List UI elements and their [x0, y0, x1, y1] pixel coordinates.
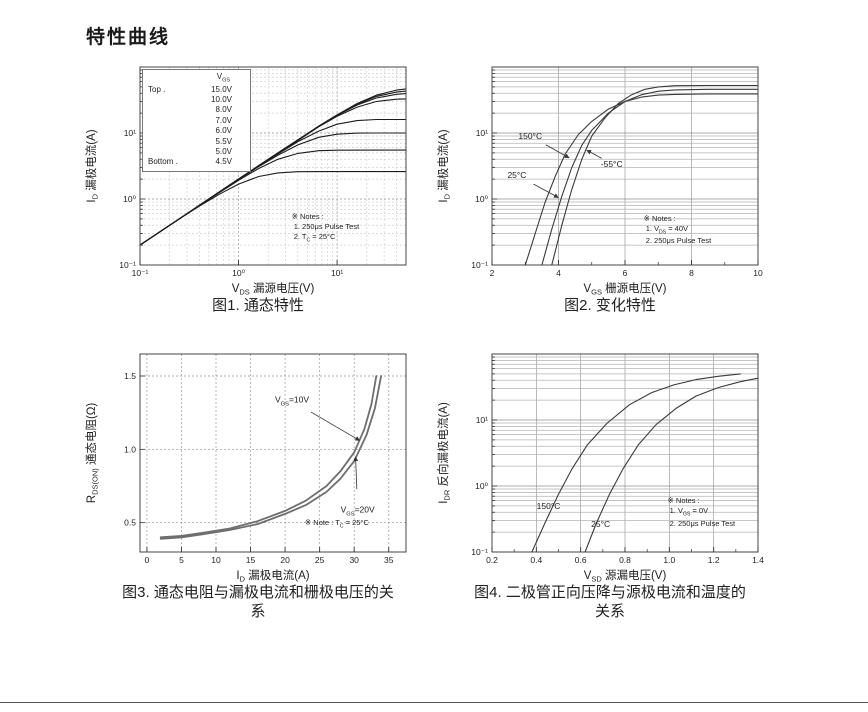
- annotation-label: 25°C: [591, 519, 611, 530]
- svg-text:10¹: 10¹: [124, 128, 136, 138]
- legend-row: 5.5V: [215, 136, 232, 146]
- svg-text:10¹: 10¹: [331, 268, 343, 278]
- figure-1: 10⁻¹ 10⁰ 10¹ 10⁻¹ 10⁰ 10¹ VDS 漏源电压(V) ID 漏极电流(A…: [82, 59, 434, 342]
- note-line: ※ Notes :: [291, 211, 324, 221]
- figure-3-caption: 图3. 通态电阻与漏极电流和栅极电压的关系: [122, 583, 394, 620]
- note-line: ※ Notes :: [667, 496, 700, 506]
- svg-text:8: 8: [689, 268, 694, 278]
- svg-text:10⁻¹: 10⁻¹: [471, 547, 488, 557]
- svg-text:VSD 源漏电压(V): VSD 源漏电压(V): [584, 568, 667, 582]
- svg-text:0.6: 0.6: [575, 555, 587, 565]
- note-line: 1. 250μs Pulse Test: [291, 221, 360, 231]
- svg-text:0.5: 0.5: [124, 517, 136, 527]
- note-line: ※ Note : TC = 25°C: [304, 518, 369, 530]
- svg-text:6: 6: [623, 268, 628, 278]
- svg-text:10⁻¹: 10⁻¹: [119, 260, 136, 270]
- svg-text:10⁰: 10⁰: [475, 194, 488, 204]
- figure-3: 0 5 10 15 20 25 30 35 0.5 1.0 1.5 ID 漏极电流(A) RDS(ON)…: [82, 346, 434, 648]
- figure-2-plot: 2 4 6 8 10 10⁻¹ 10⁰ 10¹ VGS 栅源电压(V) ID 漏极电流(A) 150…: [434, 59, 784, 295]
- figure-1-caption: 图1. 通态特性: [212, 297, 304, 314]
- note-line: 2. 250μs Pulse Test: [667, 518, 736, 528]
- svg-text:10⁻¹: 10⁻¹: [132, 268, 149, 278]
- notes: ※ Notes : 1. VGS = 0V 2. 250μs Pulse Tes…: [668, 496, 736, 529]
- annotation-label: 25°C: [507, 170, 527, 181]
- svg-text:35: 35: [384, 555, 394, 565]
- note-line: ※ Notes :: [643, 213, 676, 223]
- svg-text:10¹: 10¹: [476, 128, 488, 138]
- svg-text:30: 30: [349, 555, 359, 565]
- svg-text:VGS 栅源电压(V): VGS 栅源电压(V): [583, 281, 666, 295]
- figure-3-plot: 0 5 10 15 20 25 30 35 0.5 1.0 1.5 ID 漏极电流(A) RDS(ON)…: [82, 346, 432, 582]
- figure-4-plot: 0.2 0.4 0.6 0.8 1.0 1.2 1.4 10⁻¹ 10⁰ 10¹ VSD 源漏电压(…: [434, 346, 784, 582]
- svg-text:ID 漏极电流(A): ID 漏极电流(A): [436, 129, 452, 202]
- notes: ※ Note : TC = 25°C: [305, 518, 369, 530]
- note-line: 2. 250μs Pulse Test: [643, 236, 712, 246]
- note-line: 1. VDS = 40V: [643, 223, 689, 236]
- annotation-label: VGS=10V: [274, 394, 310, 408]
- figure-2-canvas: 2 4 6 8 10 10⁻¹ 10⁰ 10¹ VGS 栅源电压(V) ID 漏极电流(A): [436, 66, 763, 295]
- svg-text:1.4: 1.4: [752, 555, 764, 565]
- page-title: 特性曲线: [86, 26, 171, 48]
- legend-title: VGS: [216, 72, 230, 84]
- svg-text:1.2: 1.2: [708, 555, 720, 565]
- annotation-label: -55°C: [600, 158, 623, 169]
- svg-text:10⁰: 10⁰: [123, 194, 136, 204]
- figure-4: 0.2 0.4 0.6 0.8 1.0 1.2 1.4 10⁻¹ 10⁰ 10¹ VSD 源漏电压(…: [434, 346, 786, 648]
- notes: ※ Notes : 1. VDS = 40V 2. 250μs Pulse Te…: [644, 214, 712, 247]
- notes: ※ Notes : 1. 250μs Pulse Test 2. TC = 25…: [292, 212, 360, 245]
- figure-4-caption: 图4. 二极管正向压降与源极电流和温度的关系: [474, 583, 746, 620]
- svg-text:10⁰: 10⁰: [232, 268, 245, 278]
- svg-text:ID 漏极电流(A): ID 漏极电流(A): [84, 129, 100, 202]
- figure-grid: 10⁻¹ 10⁰ 10¹ 10⁻¹ 10⁰ 10¹ VDS 漏源电压(V) ID 漏极电流(A…: [82, 59, 868, 647]
- svg-text:2: 2: [490, 268, 495, 278]
- svg-text:5: 5: [179, 555, 184, 565]
- svg-text:4: 4: [556, 268, 561, 278]
- annotation-label: 150°C: [536, 500, 561, 511]
- legend-row: 6.0V: [215, 126, 232, 136]
- figure-1-canvas: 10⁻¹ 10⁰ 10¹ 10⁻¹ 10⁰ 10¹ VDS 漏源电压(V) ID 漏极电流(A…: [84, 66, 407, 295]
- figure-2-caption: 图2. 变化特性: [564, 297, 656, 314]
- legend-row: 5.0V: [215, 147, 232, 156]
- svg-text:1.0: 1.0: [124, 444, 136, 454]
- note-line: 2. TC = 25°C: [291, 231, 336, 244]
- legend-row: 7.0V: [215, 115, 232, 125]
- annotation-label: VGS=20V: [340, 504, 375, 518]
- figure-3-canvas: 0 5 10 15 20 25 30 35 0.5 1.0 1.5 ID 漏极电流(A) RDS(ON)…: [85, 353, 407, 582]
- legend-row: 8.0V: [215, 105, 232, 115]
- legend-row: Bottom . 4.5V: [148, 157, 232, 167]
- page-footer-line: [0, 702, 868, 703]
- legend-row: 10.0V: [211, 95, 232, 105]
- figure-4-canvas: 0.2 0.4 0.6 0.8 1.0 1.2 1.4 10⁻¹ 10⁰ 10¹ VSD 源漏电压(…: [436, 353, 764, 582]
- svg-text:20: 20: [280, 555, 290, 565]
- annotation-label: 150°C: [518, 131, 543, 142]
- svg-text:1.0: 1.0: [663, 555, 675, 565]
- svg-text:10⁻¹: 10⁻¹: [471, 260, 488, 270]
- svg-text:RDS(ON) 通态电阻(Ω): RDS(ON) 通态电阻(Ω): [85, 402, 100, 503]
- legend-row: Top . 15.0V: [148, 84, 232, 94]
- note-line: 1. VGS = 0V: [667, 506, 709, 518]
- svg-text:0: 0: [145, 555, 150, 565]
- svg-text:25: 25: [315, 555, 325, 565]
- svg-text:0.4: 0.4: [530, 555, 542, 565]
- svg-text:10: 10: [211, 555, 221, 565]
- svg-text:10¹: 10¹: [476, 415, 488, 425]
- svg-text:1.5: 1.5: [124, 371, 136, 381]
- svg-text:IDR 反向漏极电流(A): IDR 反向漏极电流(A): [436, 402, 452, 504]
- figure-1-plot: 10⁻¹ 10⁰ 10¹ 10⁻¹ 10⁰ 10¹ VDS 漏源电压(V) ID 漏极电流(A…: [82, 59, 432, 295]
- svg-text:10⁰: 10⁰: [475, 481, 488, 491]
- svg-text:0.2: 0.2: [486, 555, 498, 565]
- figure-2: 2 4 6 8 10 10⁻¹ 10⁰ 10¹ VGS 栅源电压(V) ID 漏极电流(A) 150…: [434, 59, 786, 342]
- svg-text:10: 10: [753, 268, 763, 278]
- legend-box: VGS Top . 15.0V 10.0V 8.0V 7.0V 6.0V 5.5V 5.0V Bo…: [142, 69, 251, 172]
- svg-text:15: 15: [246, 555, 256, 565]
- svg-text:VDS 漏源电压(V): VDS 漏源电压(V): [232, 281, 315, 295]
- svg-text:0.8: 0.8: [619, 555, 631, 565]
- svg-text:ID 漏极电流(A): ID 漏极电流(A): [236, 568, 309, 582]
